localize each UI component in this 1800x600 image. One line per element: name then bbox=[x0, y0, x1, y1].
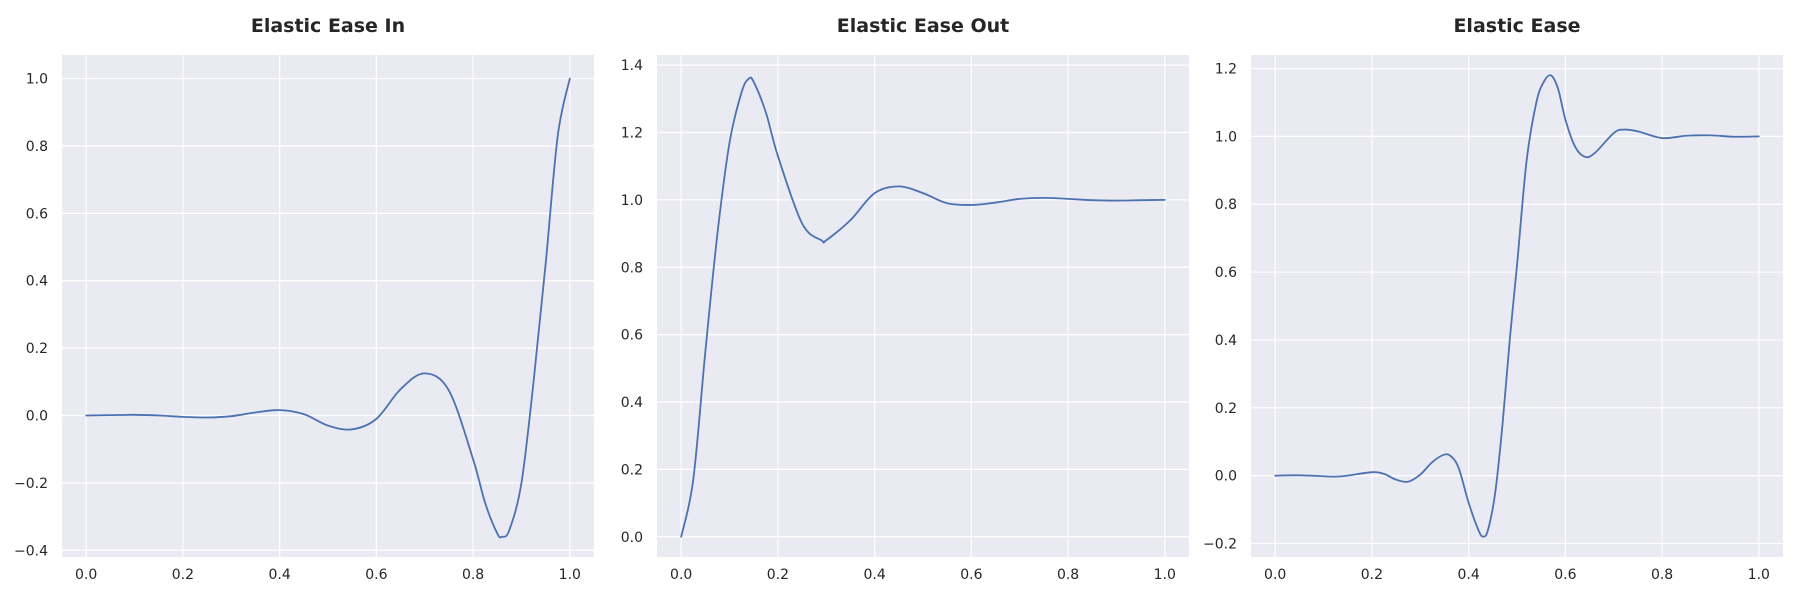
x-tick-label: 1.0 bbox=[1154, 567, 1176, 583]
y-tick-label: 1.0 bbox=[1215, 129, 1237, 145]
chart-panel-2: 0.0 0.2 0.4 0.6 0.8 1.0 0.0 0.2 0.4 0.6 0.8 1.0 1.2 1… bbox=[621, 15, 1189, 583]
series-line bbox=[1274, 74, 1760, 538]
y-tick-label: −0.2 bbox=[1203, 536, 1237, 552]
y-tick-label: 1.2 bbox=[1215, 62, 1237, 78]
x-tick-label: 0.8 bbox=[462, 567, 484, 583]
chart-title: Elastic Ease Out bbox=[837, 15, 1009, 37]
y-tick-label: 0.6 bbox=[26, 206, 48, 222]
x-tick-label: 0.6 bbox=[960, 567, 982, 583]
y-tick-label: −0.4 bbox=[14, 543, 48, 559]
y-tick-label: 0.2 bbox=[621, 462, 643, 478]
chart-title: Elastic Ease bbox=[1453, 15, 1580, 37]
series-line bbox=[680, 76, 1166, 538]
x-tick-label: 1.0 bbox=[559, 567, 581, 583]
y-tick-label: 0.0 bbox=[26, 408, 48, 424]
plot-area bbox=[1251, 55, 1783, 557]
x-tick-label: 0.8 bbox=[1651, 567, 1673, 583]
y-tick-label: 0.8 bbox=[1215, 197, 1237, 213]
y-tick-label: 0.4 bbox=[1215, 333, 1237, 349]
y-tick-label: 0.6 bbox=[621, 328, 643, 344]
y-tick-label: 0.2 bbox=[1215, 401, 1237, 417]
x-tick-label: 0.8 bbox=[1057, 567, 1079, 583]
y-tick-label: 0.4 bbox=[621, 395, 643, 411]
x-tick-label: 0.4 bbox=[269, 567, 291, 583]
chart-panel-3: 0.0 0.2 0.4 0.6 0.8 1.0 −0.2 0.0 0.2 0.4 0.6 0.8 1.0… bbox=[1203, 15, 1783, 583]
x-tick-label: 0.4 bbox=[1458, 567, 1480, 583]
y-tick-label: −0.2 bbox=[14, 476, 48, 492]
y-tick-label: 0.8 bbox=[621, 260, 643, 276]
x-tick-label: 1.0 bbox=[1748, 567, 1770, 583]
y-tick-label: 0.4 bbox=[26, 274, 48, 290]
chart-panel-1: 0.0 0.2 0.4 0.6 0.8 1.0 −0.4 −0.2 0.0 0.2 0.4 0.6 0.… bbox=[14, 15, 594, 583]
y-tick-label: 0.6 bbox=[1215, 265, 1237, 281]
x-tick-label: 0.4 bbox=[864, 567, 886, 583]
y-tick-label: 0.0 bbox=[1215, 469, 1237, 485]
x-tick-label: 0.6 bbox=[365, 567, 387, 583]
plot-area bbox=[657, 55, 1189, 557]
y-tick-label: 1.2 bbox=[621, 125, 643, 141]
y-tick-label: 1.4 bbox=[621, 58, 643, 74]
x-tick-label: 0.6 bbox=[1554, 567, 1576, 583]
x-tick-label: 0.0 bbox=[75, 567, 97, 583]
x-tick-label: 0.2 bbox=[1361, 567, 1383, 583]
plot-area bbox=[62, 55, 594, 557]
x-tick-label: 0.2 bbox=[767, 567, 789, 583]
y-tick-label: 1.0 bbox=[621, 193, 643, 209]
x-tick-label: 0.0 bbox=[1264, 567, 1286, 583]
y-tick-label: 0.0 bbox=[621, 530, 643, 546]
x-tick-label: 0.2 bbox=[172, 567, 194, 583]
y-tick-label: 0.8 bbox=[26, 139, 48, 155]
series-line bbox=[85, 77, 571, 539]
y-tick-label: 1.0 bbox=[26, 72, 48, 88]
y-tick-label: 0.2 bbox=[26, 341, 48, 357]
chart-title: Elastic Ease In bbox=[251, 15, 405, 37]
x-tick-label: 0.0 bbox=[670, 567, 692, 583]
